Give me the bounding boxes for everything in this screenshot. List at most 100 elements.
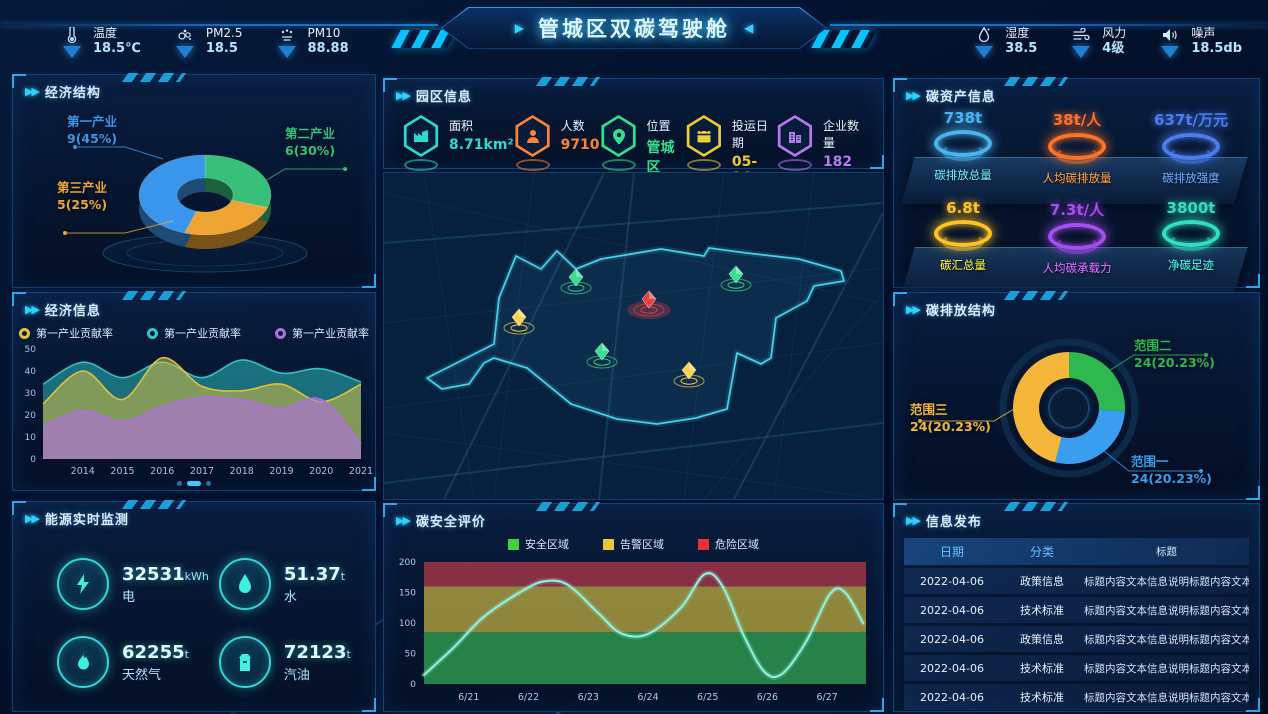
table-header-row: 日期 分类 标题 bbox=[904, 538, 1249, 565]
weather-stats-right: 湿度 38.5 风力 4级 噪声 18.5db bbox=[970, 26, 1242, 58]
calendar-icon bbox=[689, 118, 719, 154]
oil-can-icon bbox=[218, 636, 271, 688]
svg-text:2015: 2015 bbox=[110, 466, 134, 477]
pm10-icon bbox=[279, 26, 295, 44]
svg-text:40: 40 bbox=[25, 367, 37, 377]
legend-ring-icon bbox=[147, 327, 158, 339]
stat-value: 88.88 bbox=[307, 41, 349, 56]
svg-text:20: 20 bbox=[25, 411, 37, 421]
pagination-dot[interactable] bbox=[177, 481, 182, 486]
legend-item[interactable]: 第一产业贡献率 bbox=[275, 325, 369, 341]
thermometer-icon bbox=[65, 26, 79, 44]
stat-humidity: 湿度 38.5 bbox=[970, 26, 1037, 58]
map-marker[interactable] bbox=[503, 308, 535, 335]
svg-text:30: 30 bbox=[25, 389, 37, 399]
people-icon bbox=[518, 118, 547, 154]
building-icon bbox=[780, 118, 810, 154]
table-row[interactable]: 2022-04-06技术标准标题内容文本信息说明标题内容文本说明 bbox=[904, 655, 1249, 681]
stat-wind: 风力 4级 bbox=[1067, 26, 1126, 58]
legend-ring-icon bbox=[275, 327, 286, 339]
map-marker[interactable] bbox=[673, 361, 705, 388]
panel-info-release: ▶▶ 信息发布 日期 分类 标题 2022-04-06 政策信息 标题内容文本信息说… bbox=[893, 502, 1260, 712]
title-arrow-right-icon: ◀ bbox=[744, 21, 754, 35]
stat-label: 温度 bbox=[93, 26, 118, 40]
panel-decor-stripes bbox=[1003, 502, 1069, 511]
panel-economic-structure: ▶▶ 经济结构 第一产业 9(45%) 第二产业 6(30%) 第三产业 5(25%) bbox=[12, 73, 376, 288]
legend-item[interactable]: 告警区域 bbox=[603, 536, 664, 552]
glow-ring bbox=[934, 130, 992, 161]
panel-title: 园区信息 bbox=[415, 89, 472, 105]
header-line-right bbox=[830, 24, 1268, 26]
pie-label-tertiary: 第三产业 5(25%) bbox=[57, 180, 108, 212]
svg-text:2014: 2014 bbox=[71, 466, 95, 477]
stat-value: 18.5 bbox=[205, 41, 238, 56]
economic-info-area-chart: 0 10 20 30 40 50 2014 2015 2016 2017 2018 2019 2020 2… bbox=[25, 345, 374, 477]
humidity-icon bbox=[977, 26, 991, 44]
glow-ring bbox=[1048, 133, 1106, 164]
svg-text:6/23: 6/23 bbox=[578, 692, 599, 703]
legend-square-icon bbox=[508, 538, 519, 550]
legend-square-icon bbox=[698, 538, 709, 550]
stat-label: 风力 bbox=[1102, 26, 1127, 40]
energy-item-oil: 72123t 汽油 bbox=[218, 636, 351, 688]
map-marker[interactable] bbox=[720, 265, 752, 292]
panel-title: 能源实时监测 bbox=[44, 512, 129, 528]
carousel-pagination[interactable] bbox=[177, 481, 211, 486]
header-line-left bbox=[0, 24, 438, 26]
legend-item[interactable]: 安全区域 bbox=[508, 536, 569, 552]
map-marker[interactable] bbox=[627, 290, 671, 319]
flame-icon bbox=[57, 636, 109, 688]
legend-item[interactable]: 危险区域 bbox=[698, 536, 759, 552]
park-item-area: 面积 8.71km² bbox=[402, 115, 514, 186]
svg-text:50: 50 bbox=[25, 345, 37, 355]
park-item-location: 位置 管城区 bbox=[600, 115, 685, 186]
map-marker[interactable] bbox=[586, 342, 618, 369]
svg-text:2016: 2016 bbox=[150, 466, 174, 477]
carbon-safety-line-chart: 0 50 100 150 200 6/21 6/22 6/23 6/24 6/25 6/26 6/27 bbox=[399, 558, 867, 703]
water-icon bbox=[218, 558, 271, 610]
top-header: ▶ 管城区双碳驾驶舱 ◀ 温度 18.5℃ PM2.5 18.5 PM10 88… bbox=[0, 0, 1268, 64]
noise-speaker-icon bbox=[1162, 26, 1178, 44]
panel-header-icon: ▶▶ bbox=[25, 84, 40, 98]
stat-pm25: PM2.5 18.5 bbox=[171, 26, 243, 58]
svg-text:6/22: 6/22 bbox=[518, 692, 539, 703]
svg-text:6/21: 6/21 bbox=[458, 692, 479, 703]
svg-text:200: 200 bbox=[399, 558, 416, 568]
safety-chart-legend: 安全区域 告警区域 危险区域 bbox=[384, 536, 883, 552]
table-row[interactable]: 2022-04-06技术标准标题内容文本信息说明标题内容文本说明 bbox=[904, 597, 1249, 623]
svg-text:2017: 2017 bbox=[190, 466, 214, 477]
panel-header-icon: ▶▶ bbox=[25, 511, 40, 525]
stat-temperature: 温度 18.5℃ bbox=[58, 26, 141, 58]
stat-label: 湿度 bbox=[1005, 26, 1030, 40]
district-map[interactable] bbox=[383, 172, 884, 500]
legend-item[interactable]: 第一产业贡献率 bbox=[147, 325, 241, 341]
pedestal-arrow-icon bbox=[975, 46, 994, 58]
energy-item-electricity: 32531kWh 电 bbox=[57, 558, 209, 610]
table-row[interactable]: 2022-04-06政策信息标题内容文本信息说明标题内容文本说明 bbox=[904, 626, 1249, 652]
energy-item-gas: 62255t 天然气 bbox=[57, 636, 209, 688]
location-pin-icon bbox=[604, 118, 633, 154]
table-row[interactable]: 2022-04-06政策信息标题内容文本信息说明标题内容文本说明 bbox=[904, 568, 1249, 594]
panel-carbon-safety: ▶▶ 碳安全评价 安全区域 告警区域 危险区域 0 50 100 150 200 6/21… bbox=[383, 502, 884, 712]
asset-per-capita-emission: 38t/人 人均碳排放量 bbox=[1042, 111, 1112, 185]
legend-ring-icon bbox=[19, 327, 30, 339]
area-icon bbox=[406, 118, 436, 154]
panel-decor-stripes bbox=[122, 291, 187, 300]
pagination-dot[interactable] bbox=[206, 481, 211, 486]
park-item-enterprises: 企业数量 182 bbox=[776, 115, 867, 186]
table-row[interactable]: 2022-04-06技术标准标题内容文本信息说明标题内容文本说明 bbox=[904, 684, 1249, 710]
legend-square-icon bbox=[603, 538, 614, 550]
area-chart-legend: 第一产业贡献率 第一产业贡献率 第一产业贡献率 bbox=[13, 325, 375, 341]
stat-value: 18.5db bbox=[1191, 41, 1242, 56]
donut-label-scope1: 范围一 24(20.23%) bbox=[1131, 454, 1212, 486]
glow-ring bbox=[1162, 133, 1220, 164]
asset-total-emission: 738t 碳排放总量 bbox=[934, 109, 992, 182]
pagination-dot-active[interactable] bbox=[187, 481, 201, 486]
panel-decor-stripes bbox=[1003, 77, 1069, 86]
pedestal-arrow-icon bbox=[63, 46, 81, 58]
legend-item[interactable]: 第一产业贡献率 bbox=[19, 325, 113, 341]
panel-header-icon: ▶▶ bbox=[396, 513, 411, 527]
map-marker[interactable] bbox=[560, 268, 592, 295]
carbon-structure-donut-chart bbox=[918, 338, 1208, 478]
